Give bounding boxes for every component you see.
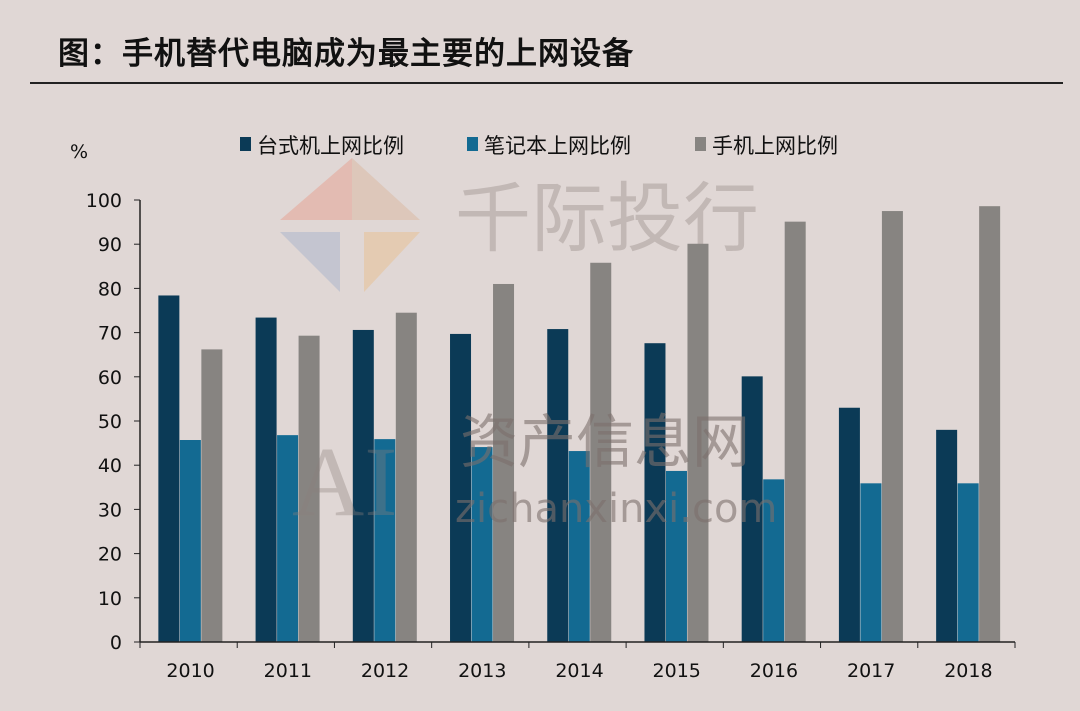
bar-2013-series-2 bbox=[493, 283, 515, 642]
x-tick-label: 2015 bbox=[653, 660, 701, 682]
bar-2018-series-0 bbox=[936, 429, 958, 642]
bar-2014-series-2 bbox=[590, 262, 612, 642]
watermark-site-cn: 资产信息网 bbox=[460, 408, 750, 476]
bar-2016-series-2 bbox=[784, 221, 806, 642]
y-tick-label: 20 bbox=[98, 544, 122, 566]
bar-2012-series-0 bbox=[352, 329, 374, 642]
legend-swatch-1 bbox=[467, 137, 478, 151]
x-tick-label: 2011 bbox=[264, 660, 312, 682]
bar-2017-series-0 bbox=[838, 407, 860, 642]
y-tick-label: 0 bbox=[110, 632, 122, 654]
watermark-logo: AI bbox=[292, 426, 398, 537]
x-tick-label: 2016 bbox=[750, 660, 798, 682]
legend-label-2: 手机上网比例 bbox=[712, 134, 838, 158]
bar-2015-series-1 bbox=[665, 470, 687, 642]
watermark-logo-shape bbox=[364, 232, 420, 292]
bar-2018-series-1 bbox=[957, 483, 979, 642]
legend-label-1: 笔记本上网比例 bbox=[484, 134, 631, 158]
bar-2014-series-0 bbox=[547, 329, 569, 642]
bar-2016-series-1 bbox=[763, 479, 785, 642]
bar-2013-series-1 bbox=[471, 447, 493, 642]
bar-2013-series-0 bbox=[450, 333, 472, 642]
bar-2010-series-0 bbox=[158, 295, 180, 642]
y-axis-label: % bbox=[70, 141, 88, 163]
bar-2016-series-0 bbox=[741, 376, 763, 642]
axes: 0 10 20 30 40 50 60 70 80 90 100 2010 2011 2012 2013 20… bbox=[86, 190, 1016, 682]
legend-swatch-0 bbox=[240, 137, 251, 151]
watermark-logo-shape bbox=[352, 158, 420, 220]
x-tick-label: 2017 bbox=[847, 660, 895, 682]
title-divider bbox=[30, 82, 1063, 84]
x-tick-label: 2012 bbox=[361, 660, 409, 682]
watermark-logo-back: 千际投行 bbox=[280, 158, 759, 292]
watermark-brand: 千际投行 bbox=[455, 174, 759, 263]
bar-2012-series-2 bbox=[395, 312, 417, 642]
y-tick-label: 40 bbox=[98, 455, 122, 477]
x-tick-label: 2010 bbox=[166, 660, 214, 682]
y-tick-label: 80 bbox=[98, 278, 122, 300]
y-tick-label: 60 bbox=[98, 367, 122, 389]
chart-title: 图：手机替代电脑成为最主要的上网设备 bbox=[58, 36, 634, 72]
bar-2018-series-2 bbox=[979, 206, 1001, 643]
bar-2014-series-1 bbox=[568, 451, 590, 642]
y-tick-label: 50 bbox=[98, 411, 122, 433]
x-tick-label: 2014 bbox=[555, 660, 603, 682]
y-tick-label: 70 bbox=[98, 323, 122, 345]
bar-2011-series-2 bbox=[298, 335, 320, 642]
legend-swatch-2 bbox=[695, 137, 706, 151]
bar-2012-series-1 bbox=[374, 439, 396, 642]
x-tick-label: 2013 bbox=[458, 660, 506, 682]
bars bbox=[158, 206, 1001, 643]
bar-2010-series-1 bbox=[179, 440, 201, 642]
bar-2015-series-0 bbox=[644, 343, 666, 642]
x-tick-label: 2018 bbox=[944, 660, 992, 682]
watermark: 资产信息网 zichanxinxi.com AI bbox=[292, 408, 777, 537]
y-tick-label: 100 bbox=[86, 190, 122, 212]
y-tick-label: 10 bbox=[98, 588, 122, 610]
bar-2017-series-1 bbox=[860, 483, 882, 642]
watermark-logo-shape bbox=[280, 158, 352, 220]
legend: 台式机上网比例 笔记本上网比例 手机上网比例 bbox=[240, 134, 838, 158]
bar-2017-series-2 bbox=[881, 211, 903, 643]
watermark-logo-shape bbox=[280, 232, 340, 292]
y-tick-label: 30 bbox=[98, 499, 122, 521]
y-tick-label: 90 bbox=[98, 234, 122, 256]
bar-2015-series-2 bbox=[687, 243, 709, 642]
watermark-site-en: zichanxinxi.com bbox=[455, 486, 777, 532]
bar-2011-series-0 bbox=[255, 317, 277, 642]
legend-label-0: 台式机上网比例 bbox=[257, 134, 404, 158]
bar-2010-series-2 bbox=[201, 349, 223, 642]
bar-2011-series-1 bbox=[277, 435, 299, 642]
